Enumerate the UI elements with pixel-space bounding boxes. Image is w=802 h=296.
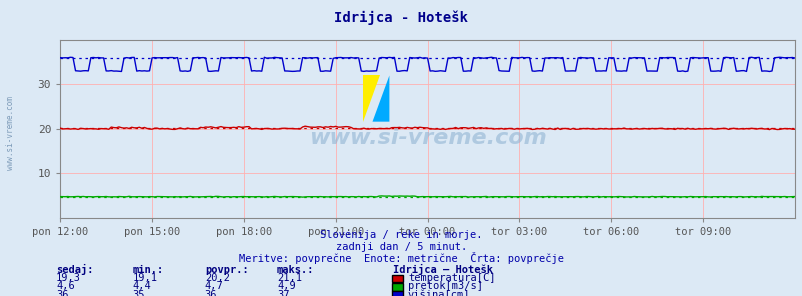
- Text: 20,2: 20,2: [205, 273, 229, 283]
- Text: 4,9: 4,9: [277, 281, 295, 292]
- Text: www.si-vreme.com: www.si-vreme.com: [6, 96, 15, 170]
- Text: 37: 37: [277, 290, 290, 296]
- Text: temperatura[C]: temperatura[C]: [407, 273, 495, 283]
- Text: 19,3: 19,3: [56, 273, 81, 283]
- Text: 4,4: 4,4: [132, 281, 151, 292]
- Text: Idrijca – Hotešk: Idrijca – Hotešk: [393, 264, 493, 275]
- Text: 19,1: 19,1: [132, 273, 157, 283]
- Text: 4,6: 4,6: [56, 281, 75, 292]
- Text: www.si-vreme.com: www.si-vreme.com: [308, 128, 546, 148]
- Text: višina[cm]: višina[cm]: [407, 289, 470, 296]
- Text: Idrijca - Hotešk: Idrijca - Hotešk: [334, 10, 468, 25]
- Text: 36: 36: [205, 290, 217, 296]
- Text: pretok[m3/s]: pretok[m3/s]: [407, 281, 482, 292]
- Text: povpr.:: povpr.:: [205, 265, 248, 275]
- Text: min.:: min.:: [132, 265, 164, 275]
- Polygon shape: [372, 75, 389, 122]
- Text: 21,1: 21,1: [277, 273, 302, 283]
- Polygon shape: [363, 75, 379, 122]
- Text: 4,7: 4,7: [205, 281, 223, 292]
- Text: Meritve: povprečne  Enote: metrične  Črta: povprečje: Meritve: povprečne Enote: metrične Črta:…: [239, 252, 563, 264]
- Text: 36: 36: [56, 290, 69, 296]
- Text: zadnji dan / 5 minut.: zadnji dan / 5 minut.: [335, 242, 467, 252]
- Text: maks.:: maks.:: [277, 265, 314, 275]
- Text: 35: 35: [132, 290, 145, 296]
- Text: Slovenija / reke in morje.: Slovenija / reke in morje.: [320, 230, 482, 240]
- Text: sedaj:: sedaj:: [56, 264, 94, 275]
